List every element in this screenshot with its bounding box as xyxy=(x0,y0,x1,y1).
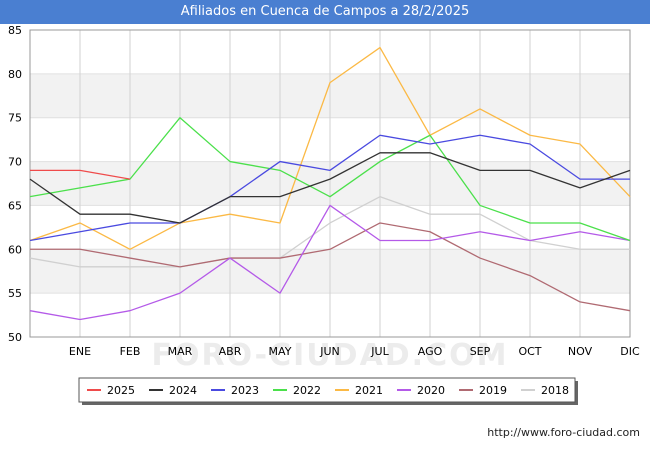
series-line-2021 xyxy=(29,46,631,250)
x-tick-label: OCT xyxy=(518,345,541,358)
x-tick-label: ABR xyxy=(219,345,242,358)
series-line-2025 xyxy=(30,169,131,180)
legend-label-2022: 2022 xyxy=(293,384,321,397)
x-tick-label: ENE xyxy=(69,345,91,358)
legend-label-2020: 2020 xyxy=(417,384,445,397)
x-tick-label: MAR xyxy=(168,345,193,358)
series-line-2024 xyxy=(29,152,631,224)
source-url[interactable]: http://www.foro-ciudad.com xyxy=(487,426,640,439)
series-line-2020 xyxy=(29,204,631,321)
y-tick-label: 75 xyxy=(8,112,22,125)
legend-label-2021: 2021 xyxy=(355,384,383,397)
y-tick-label: 50 xyxy=(8,331,22,344)
legend-label-2024: 2024 xyxy=(169,384,197,397)
x-tick-label: JUL xyxy=(370,345,389,358)
y-tick-label: 85 xyxy=(8,24,22,37)
plot-frame xyxy=(29,29,631,338)
series-line-2019 xyxy=(30,222,631,312)
legend-label-2025: 2025 xyxy=(107,384,135,397)
x-tick-label: AGO xyxy=(418,345,443,358)
legend-label-2023: 2023 xyxy=(231,384,259,397)
x-tick-label: JUN xyxy=(319,345,340,358)
x-tick-label: FEB xyxy=(120,345,141,358)
watermark: FORO-CIUDAD.COM xyxy=(152,338,509,373)
series-line-2023 xyxy=(29,134,630,242)
legend-label-2018: 2018 xyxy=(541,384,569,397)
x-tick-label: SEP xyxy=(470,345,491,358)
chart-title: Afiliados en Cuenca de Campos a 28/2/202… xyxy=(0,0,650,24)
x-tick-label: DIC xyxy=(620,345,640,358)
y-tick-label: 80 xyxy=(8,68,22,81)
x-tick-label: MAY xyxy=(269,345,292,358)
y-tick-label: 60 xyxy=(8,243,22,256)
x-tick-label: NOV xyxy=(568,345,593,358)
y-tick-label: 70 xyxy=(8,156,22,169)
y-tick-label: 65 xyxy=(8,199,22,212)
y-tick-label: 55 xyxy=(8,287,22,300)
legend-label-2019: 2019 xyxy=(479,384,507,397)
